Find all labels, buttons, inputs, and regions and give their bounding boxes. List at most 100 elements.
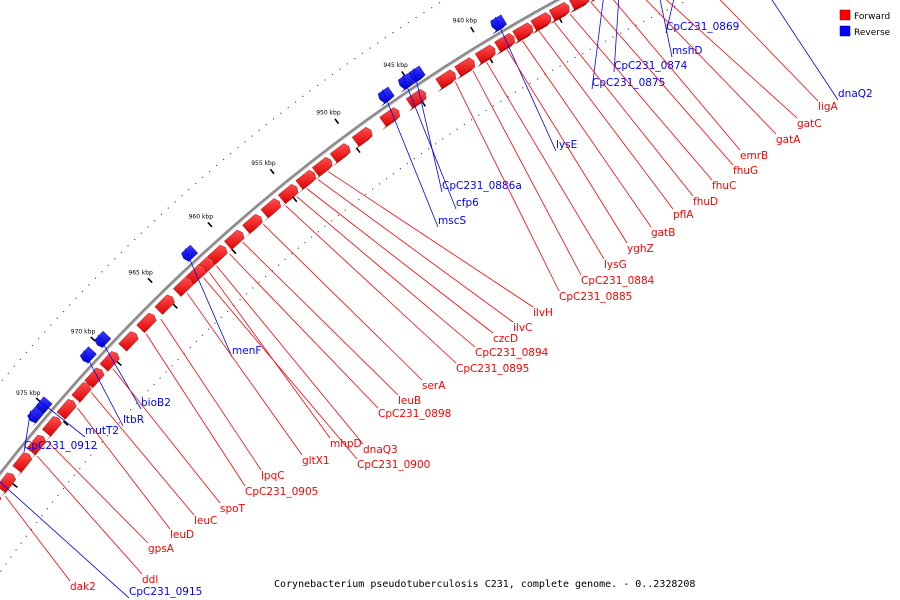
gene-label-biob2[interactable]: bioB2 (141, 397, 171, 409)
gene-label-cpc231-0900[interactable]: CpC231_0900 (357, 459, 430, 471)
gene-forward-block-10[interactable] (530, 12, 552, 35)
gene-label-mshd[interactable]: mshD (672, 45, 702, 57)
gene-label-cfp6[interactable]: cfp6 (456, 197, 479, 209)
gene-forward-block-33[interactable] (99, 351, 120, 376)
gene-label-yghz[interactable]: yghZ (627, 243, 654, 255)
inner-track-dot (627, 28, 629, 30)
gene-label-czcd[interactable]: czcD (493, 333, 518, 345)
gene-label-leub[interactable]: leuB (398, 395, 421, 407)
gene-forward-block-20[interactable] (311, 156, 333, 181)
gene-forward-block-32[interactable] (118, 331, 139, 356)
gene-label-fhud[interactable]: fhuD (693, 196, 718, 208)
gene-label-ltbr[interactable]: ltbR (123, 414, 144, 426)
gene-forward-block-13[interactable] (474, 44, 496, 68)
gene-forward-block-18[interactable] (351, 126, 373, 151)
gene-lyse[interactable] (490, 14, 507, 35)
gene-forward-block-36[interactable] (56, 399, 77, 424)
gene-label-gatb[interactable]: gatB (651, 227, 675, 239)
gene-forward-block-31[interactable] (136, 312, 157, 337)
gene-label-ilvc[interactable]: ilvC (513, 322, 532, 334)
gene-forward-block-14[interactable] (454, 57, 476, 80)
gene-label-pfla[interactable]: pflA (673, 209, 694, 221)
gene-forward-block-24[interactable] (242, 213, 263, 238)
gene-forward-block-39[interactable] (12, 452, 33, 477)
gene-forward-block-40[interactable] (0, 472, 17, 497)
gene-label-mutt2[interactable]: mutT2 (85, 425, 119, 437)
gene-label-gltx1[interactable]: gltX1 (302, 455, 330, 467)
inner-track-dot (135, 402, 138, 405)
gene-forward-block-7[interactable] (589, 0, 609, 3)
gene-label-cpc231-0915[interactable]: CpC231_0915 (129, 586, 202, 598)
inner-track-dot (46, 508, 48, 510)
gene-cpc231-0912[interactable] (27, 406, 45, 428)
gene-forward-block-23[interactable] (260, 198, 282, 222)
gene-label-ilvh[interactable]: ilvH (533, 307, 553, 319)
gene-label-leud[interactable]: leuD (170, 529, 194, 541)
gene-forward-block-35[interactable] (71, 382, 92, 407)
leader-line (216, 265, 364, 445)
gene-label-cpc231-0885[interactable]: CpC231_0885 (559, 291, 632, 303)
leader-line (160, 318, 262, 471)
gene-label-gatc[interactable]: gatC (797, 118, 822, 130)
gene-forward-block-17[interactable] (379, 107, 400, 131)
gene-label-spot[interactable]: spoT (220, 503, 246, 515)
gene-label-menf[interactable]: menF (232, 345, 261, 357)
gene-forward-block-38[interactable] (26, 434, 47, 460)
gene-label-cpc231-0895[interactable]: CpC231_0895 (456, 363, 529, 375)
gene-label-dnaq2[interactable]: dnaQ2 (838, 88, 873, 100)
gene-forward-block-16[interactable] (405, 88, 427, 112)
gene-label-cpc231-0912[interactable]: CpC231_0912 (24, 440, 97, 452)
gene-label-cpc231-0898[interactable]: CpC231_0898 (378, 408, 451, 420)
gene-forward-block-19[interactable] (329, 143, 351, 167)
inner-track-dot (582, 52, 584, 54)
gene-label-lysg[interactable]: lysG (604, 259, 627, 271)
inner-track-dot (392, 173, 394, 175)
gene-label-gpsa[interactable]: gpsA (148, 543, 175, 555)
inner-track-dot (73, 474, 75, 476)
gene-label-sera[interactable]: serA (422, 380, 446, 392)
gene-forward-block-30[interactable] (154, 294, 175, 319)
gene-label-dnaq3[interactable]: dnaQ3 (363, 444, 398, 456)
gene-forward-block-8[interactable] (569, 0, 590, 14)
gene-forward-block-37[interactable] (41, 416, 62, 441)
gene-label-cpc231-0869[interactable]: CpC231_0869 (666, 21, 739, 33)
gene-forward-block-21[interactable] (295, 169, 317, 194)
gene-forward-block-12[interactable] (494, 33, 515, 56)
gene-forward-block-9[interactable] (548, 2, 570, 25)
gene-label-mhpd[interactable]: mhpD (330, 438, 362, 450)
gene-label-gata[interactable]: gatA (776, 134, 801, 146)
gene-label-fhuc[interactable]: fhuC (712, 180, 736, 192)
gene-label-cpc231-0905[interactable]: CpC231_0905 (245, 486, 318, 498)
leader-line (145, 333, 246, 487)
gene-label-emrb[interactable]: emrB (740, 150, 768, 162)
leader-line (413, 68, 443, 193)
gene-forward-block-11[interactable] (512, 22, 533, 45)
gene-label-fhug[interactable]: fhuG (733, 165, 758, 177)
tick-label: 950 kbp (316, 109, 341, 116)
gene-label-dak2[interactable]: dak2 (70, 581, 96, 593)
gene-forward-block-34[interactable] (84, 367, 105, 392)
legend: Forward Reverse (839, 9, 891, 38)
inner-track-dot (159, 377, 161, 379)
outer-track-dot (377, 42, 379, 44)
gene-forward-block-25[interactable] (223, 229, 245, 254)
gene-label-mscs[interactable]: mscS (438, 215, 466, 227)
leader-line (242, 241, 399, 396)
gene-body (548, 2, 570, 21)
gene-forward-block-29[interactable] (173, 276, 194, 301)
gene-forward-block-22[interactable] (277, 183, 299, 208)
outer-track-dot (127, 245, 129, 247)
outer-track-dot (25, 351, 27, 354)
gene-label-cpc231-0886a[interactable]: CpC231_0886a (442, 180, 522, 192)
gene-label-lpqc[interactable]: lpqC (261, 470, 285, 482)
gene-label-ddl[interactable]: ddl (142, 574, 158, 586)
gene-forward-block-15[interactable] (435, 69, 457, 93)
gene-label-leuc[interactable]: leuC (194, 515, 217, 527)
outer-track-dot (361, 52, 364, 54)
gene-forward-block-41[interactable] (0, 492, 2, 516)
leader-line (538, 30, 674, 210)
gene-label-liga[interactable]: ligA (818, 101, 838, 113)
gene-label-cpc231-0874[interactable]: CpC231_0874 (614, 60, 688, 72)
gene-label-cpc231-0894[interactable]: CpC231_0894 (475, 347, 549, 359)
gene-label-cpc231-0884[interactable]: CpC231_0884 (581, 275, 655, 287)
